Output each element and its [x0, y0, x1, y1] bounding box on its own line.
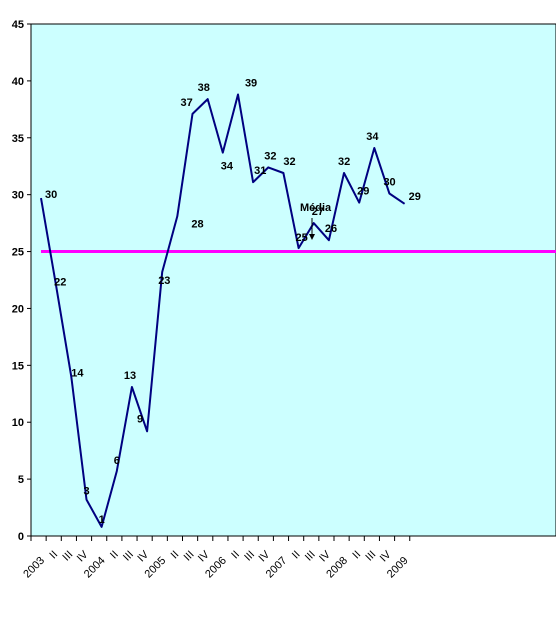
x-tick-label: IV: [135, 548, 151, 564]
data-label: 32: [338, 156, 350, 168]
x-tick-label: II: [229, 549, 242, 562]
data-label: 37: [181, 97, 193, 109]
x-tick-label: IV: [196, 548, 212, 564]
data-label: 26: [325, 223, 337, 235]
data-label: 30: [383, 177, 395, 189]
x-tick-label: III: [60, 549, 75, 564]
data-label: 25: [296, 232, 308, 244]
series-line: [40, 93, 406, 528]
data-label: 29: [409, 191, 421, 203]
data-label: 28: [191, 218, 203, 230]
data-label: 39: [245, 78, 257, 90]
x-tick-label: II: [350, 549, 363, 562]
data-label: 38: [198, 82, 210, 94]
data-label: 34: [366, 131, 379, 143]
data-label: 31: [254, 165, 266, 177]
average-annotation-label: Média: [300, 202, 332, 214]
y-axis: 0 5 10 15 20 25 30 35 40 45: [12, 19, 32, 543]
x-tick-label: 2003: [21, 555, 47, 581]
y-tick-label: 20: [12, 303, 24, 315]
x-tick-label: III: [363, 549, 378, 564]
x-tick-label: II: [47, 549, 60, 562]
data-label: 14: [71, 368, 84, 380]
x-tick-label: II: [290, 549, 303, 562]
y-tick-label: 15: [12, 360, 24, 372]
data-label: 27: [312, 206, 324, 218]
data-label: 29: [357, 186, 369, 198]
x-tick-label: IV: [378, 548, 394, 564]
x-tick-label: IV: [75, 548, 91, 564]
y-tick-label: 10: [12, 417, 24, 429]
x-tick-label: III: [182, 549, 197, 564]
data-label: 30: [45, 189, 57, 201]
y-tick-label: 45: [12, 19, 24, 31]
y-tick-label: 35: [12, 133, 24, 145]
data-label: 22: [54, 277, 66, 289]
y-tick-label: 30: [12, 190, 24, 202]
y-tick-label: 5: [18, 474, 24, 486]
data-label: 9: [137, 413, 143, 425]
data-label: 6: [114, 455, 120, 467]
x-tick-label: II: [169, 549, 182, 562]
y-tick-label: 25: [12, 247, 24, 259]
x-tick-label: IV: [317, 548, 333, 564]
y-tick-label: 0: [18, 531, 24, 543]
data-label: 34: [221, 161, 234, 173]
x-tick-label: IV: [257, 548, 273, 564]
data-label: 13: [124, 370, 136, 382]
x-tick-label: III: [303, 549, 318, 564]
x-tick-label: II: [108, 549, 121, 562]
average-annotation-arrow-head: [309, 234, 315, 240]
average-annotation: Média: [300, 202, 332, 240]
data-label: 1: [99, 514, 105, 526]
data-label: 23: [158, 275, 170, 287]
data-label: 32: [264, 150, 276, 162]
y-tick-label: 40: [12, 76, 24, 88]
x-tick-label: III: [242, 549, 257, 564]
data-label: 32: [283, 156, 295, 168]
x-tick-label: III: [121, 549, 136, 564]
data-label: 3: [83, 486, 89, 498]
plot-area: [30, 23, 556, 537]
